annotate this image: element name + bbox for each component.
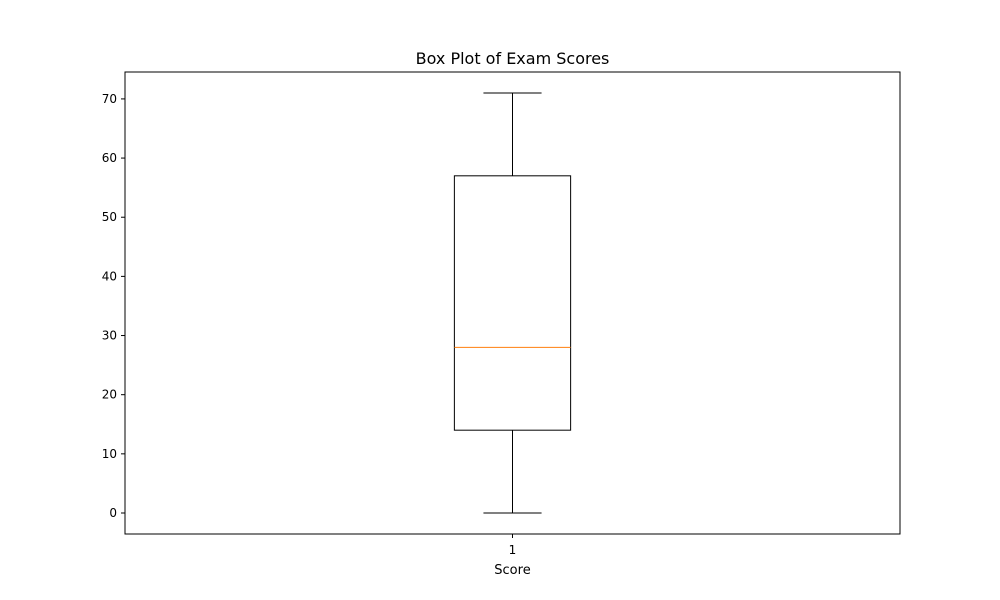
y-axis-ticks: 0 10 20 30 40 50 60 70	[102, 92, 125, 520]
x-axis-label: Score	[494, 563, 530, 578]
y-tick-label: 70	[102, 92, 117, 106]
y-tick-label: 30	[102, 329, 117, 343]
plot-area: 0 10 20 30 40 50 60 70 1	[102, 71, 901, 557]
box-group	[453, 92, 572, 514]
y-tick-label: 40	[102, 269, 117, 283]
x-tick-label: 1	[509, 543, 517, 557]
y-tick-label: 60	[102, 151, 117, 165]
chart-title: Box Plot of Exam Scores	[416, 49, 610, 68]
y-tick-label: 20	[102, 388, 117, 402]
interquartile-box	[453, 175, 572, 431]
x-axis-ticks: 1	[509, 534, 517, 557]
y-tick-label: 10	[102, 447, 117, 461]
y-tick-label: 50	[102, 210, 117, 224]
y-tick-label: 0	[109, 506, 117, 520]
